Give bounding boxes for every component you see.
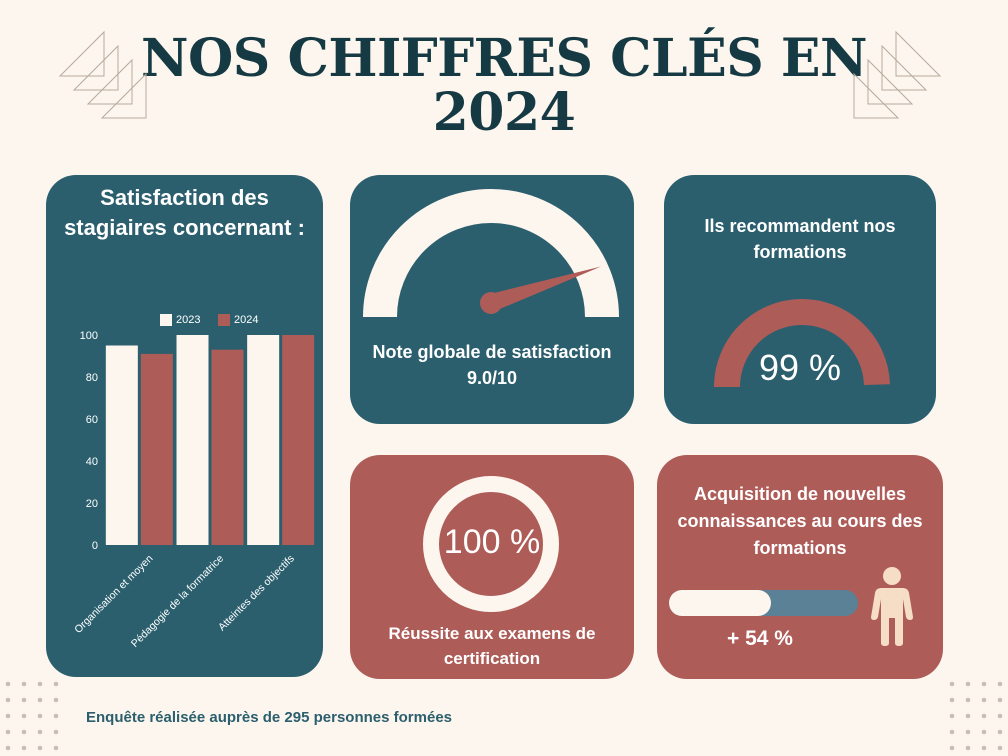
exam-success-card: 100 % Réussite aux examens de certificat… bbox=[350, 455, 634, 679]
y-tick-label: 80 bbox=[86, 372, 98, 384]
satisfaction-gauge bbox=[363, 189, 619, 318]
recommendation-card: Ils recommandent nos formations 99 % bbox=[664, 175, 936, 424]
bar-2023 bbox=[176, 335, 209, 545]
satisfaction-chart-card: Satisfaction des stagiaires concernant :… bbox=[46, 175, 323, 677]
footer-note: Enquête réalisée auprès de 295 personnes… bbox=[86, 709, 452, 726]
legend-item-2024: 2024 bbox=[218, 314, 258, 326]
acquisition-title: Acquisition de nouvelles connaissances a… bbox=[677, 484, 923, 558]
note-label: Note globale de satisfaction 9.0/10 bbox=[350, 339, 634, 391]
note-label-text: Note globale de satisfaction bbox=[372, 342, 612, 362]
decorative-dots-left-icon bbox=[5, 681, 59, 751]
legend-item-2023: 2023 bbox=[160, 314, 200, 326]
gauge-needle bbox=[480, 266, 601, 314]
decorative-dots-right-icon bbox=[949, 681, 1003, 751]
note-value: 9.0/10 bbox=[466, 368, 518, 388]
bar-2023 bbox=[105, 345, 138, 545]
decorative-triangles-right-icon bbox=[853, 30, 942, 119]
bar-2024 bbox=[282, 335, 315, 545]
gauge-arc bbox=[363, 189, 619, 318]
y-tick-label: 20 bbox=[86, 498, 98, 510]
acquisition-progress-fill bbox=[669, 590, 772, 616]
exam-ring bbox=[423, 476, 559, 612]
recommendation-value: 99 % bbox=[758, 347, 842, 388]
acquisition-progress-track bbox=[669, 590, 858, 616]
x-category-label: Atteintes des objectifs bbox=[216, 553, 297, 634]
recommendation-gauge bbox=[714, 299, 890, 388]
bar-2023 bbox=[247, 335, 280, 545]
y-tick-label: 0 bbox=[92, 540, 98, 552]
y-tick-label: 100 bbox=[80, 330, 98, 342]
y-tick-label: 60 bbox=[86, 414, 98, 426]
legend-swatch-2023 bbox=[160, 314, 172, 326]
page-title-line1: NOS CHIFFRES CLÉS EN bbox=[140, 28, 868, 89]
recommendation-title: Ils recommandent nos formations bbox=[704, 216, 896, 262]
legend-label-2024: 2024 bbox=[234, 314, 259, 326]
bar-2024 bbox=[140, 353, 173, 545]
decorative-triangles-left-icon bbox=[58, 30, 147, 119]
chart-title: Satisfaction des stagiaires concernant : bbox=[64, 185, 305, 240]
bar-2024 bbox=[211, 349, 244, 545]
page-title: NOS CHIFFRES CLÉS EN 2024 bbox=[0, 32, 1008, 140]
exam-label: Réussite aux examens de certification bbox=[388, 624, 596, 668]
exam-value: 100 % bbox=[443, 523, 541, 561]
satisfaction-note-card: Note globale de satisfaction 9.0/10 bbox=[350, 175, 634, 424]
legend-swatch-2024 bbox=[218, 314, 230, 326]
acquisition-value: + 54 % bbox=[727, 627, 793, 650]
acquisition-card: Acquisition de nouvelles connaissances a… bbox=[657, 455, 943, 679]
y-tick-label: 40 bbox=[86, 456, 98, 468]
page-title-line2: 2024 bbox=[432, 82, 576, 143]
person-icon bbox=[871, 567, 913, 646]
recommendation-arc bbox=[714, 299, 890, 388]
legend-label-2023: 2023 bbox=[176, 314, 201, 326]
x-category-label: Organisation et moyen bbox=[72, 553, 155, 636]
